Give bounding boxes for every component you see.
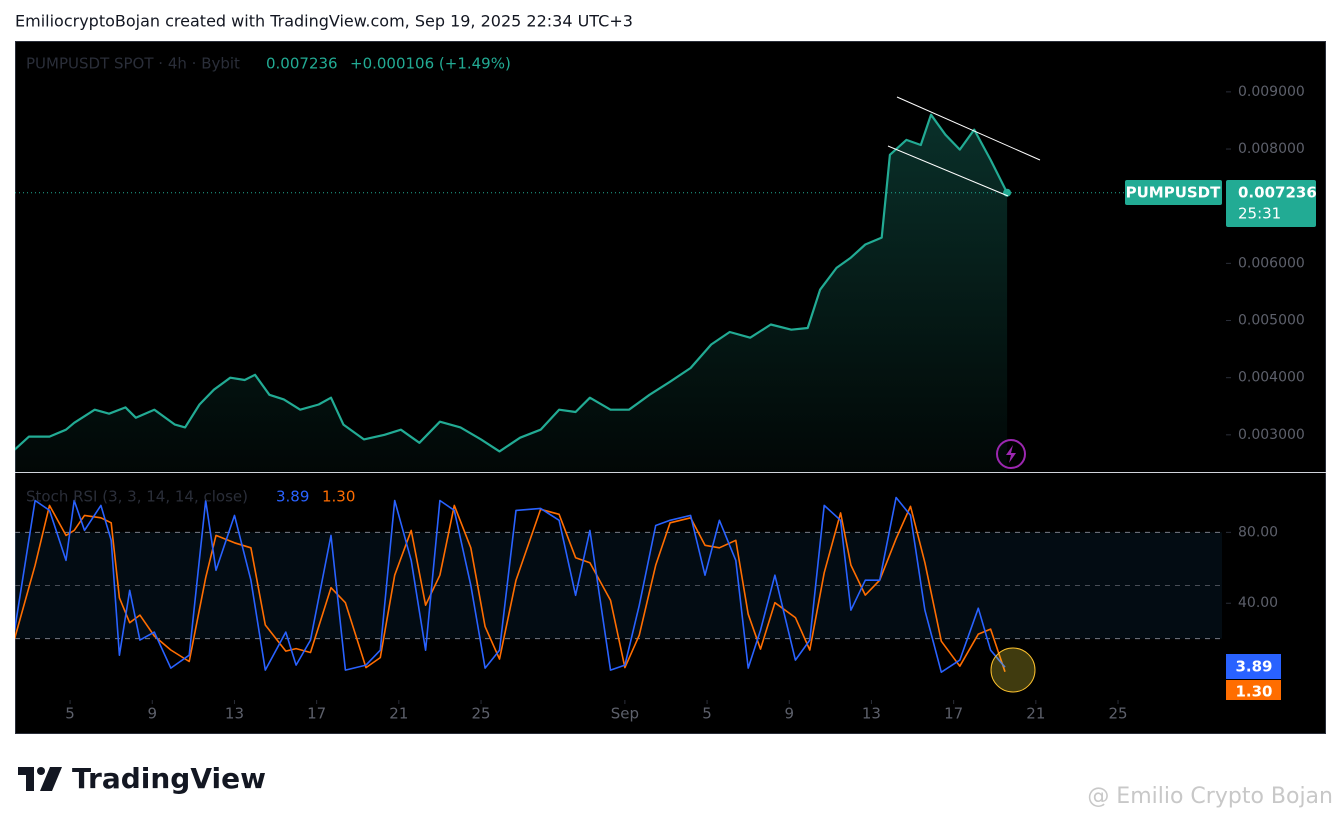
tag-box xyxy=(1226,680,1281,700)
x-tick-label: 9 xyxy=(147,705,157,723)
d-value: 1.30 xyxy=(322,488,355,506)
y-tick-label: 0.003000 xyxy=(1238,427,1305,443)
tag-countdown: 25:31 xyxy=(1238,205,1281,223)
price-line xyxy=(15,113,1009,453)
bolt xyxy=(1006,445,1016,463)
y-tick-label: 80.00 xyxy=(1238,524,1278,540)
x-tick-label: Sep xyxy=(611,705,639,723)
credit: EmiliocryptoBojan created with TradingVi… xyxy=(15,12,633,31)
x-axis: 5 9 13 17 21 25 Sep 5 9 13 17 21 25 xyxy=(65,700,1128,723)
event-icon[interactable] xyxy=(996,439,1026,469)
y-tick-label: 0.009000 xyxy=(1238,84,1305,100)
x-tick-label: 13 xyxy=(225,705,244,723)
tag-box xyxy=(1226,654,1281,679)
highlight-circle xyxy=(990,647,1036,693)
logo-part xyxy=(18,767,34,791)
brand: TradingView xyxy=(18,762,266,795)
stoch-pane xyxy=(15,496,1222,673)
series-line xyxy=(15,496,1006,673)
x-tick-label: 21 xyxy=(389,705,408,723)
k-value: 3.89 xyxy=(276,488,309,506)
x-tick-label: 21 xyxy=(1026,705,1045,723)
logo-part xyxy=(37,767,45,775)
stoch-tags: 1.30 3.89 xyxy=(1226,654,1281,701)
x-tick-label: 17 xyxy=(944,705,963,723)
trend-line xyxy=(887,145,1009,197)
price-area xyxy=(15,114,1008,472)
price-tag: PUMPUSDT 0.007236 25:31 xyxy=(1125,180,1317,227)
d-tag: 1.30 xyxy=(1235,683,1272,701)
brand-name: TradingView xyxy=(72,762,266,795)
logo-part xyxy=(40,767,62,791)
watermark: @ Emilio Crypto Bojan xyxy=(1087,784,1333,809)
x-tick-label: 17 xyxy=(307,705,326,723)
y-tick-label: 0.005000 xyxy=(1238,313,1305,329)
indicator-title: Stoch RSI (3, 3, 14, 14, close) xyxy=(26,488,248,506)
y-tick-label: 40.00 xyxy=(1238,595,1278,611)
series-line xyxy=(15,504,1006,673)
change: +0.000106 (+1.49%) xyxy=(350,55,511,73)
y-tick-label: 0.006000 xyxy=(1238,255,1305,271)
tag-box xyxy=(1226,180,1316,227)
y-axis: 0.003000 0.004000 0.005000 0.006000 0.008000… xyxy=(1226,84,1305,611)
tag-box xyxy=(1125,180,1222,205)
last-price: 0.007236 xyxy=(266,55,338,73)
y-tick-label: 0.008000 xyxy=(1238,141,1305,157)
y-tick-label: 0.004000 xyxy=(1238,370,1305,386)
x-tick-label: 25 xyxy=(1108,705,1127,723)
x-tick-label: 5 xyxy=(65,705,75,723)
x-tick-label: 5 xyxy=(702,705,712,723)
tag-symbol: PUMPUSDT xyxy=(1126,184,1222,202)
legend: PUMPUSDT SPOT · 4h · Bybit 0.007236 +0.0… xyxy=(26,55,511,506)
symbol: PUMPUSDT SPOT · 4h · Bybit xyxy=(26,55,240,73)
x-tick-label: 25 xyxy=(471,705,490,723)
k-tag: 3.89 xyxy=(1235,658,1272,676)
tag-price: 0.007236 xyxy=(1238,184,1317,202)
x-tick-label: 13 xyxy=(862,705,881,723)
x-tick-label: 9 xyxy=(784,705,794,723)
trend-line xyxy=(896,96,1041,161)
